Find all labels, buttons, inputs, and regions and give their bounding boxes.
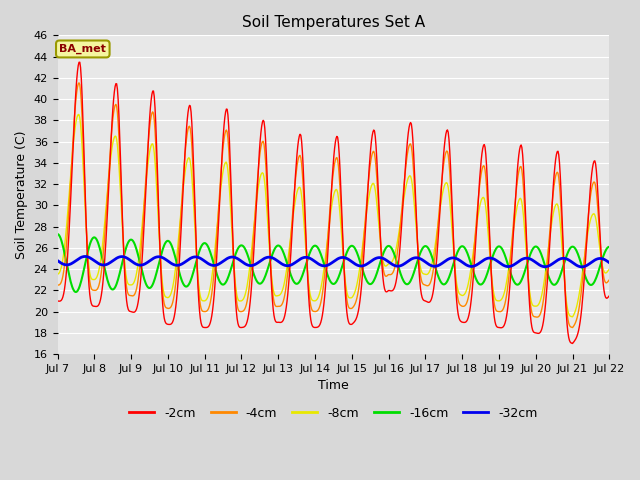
X-axis label: Time: Time	[318, 379, 349, 392]
Text: BA_met: BA_met	[60, 44, 106, 54]
Y-axis label: Soil Temperature (C): Soil Temperature (C)	[15, 131, 28, 259]
Title: Soil Temperatures Set A: Soil Temperatures Set A	[242, 15, 425, 30]
Legend: -2cm, -4cm, -8cm, -16cm, -32cm: -2cm, -4cm, -8cm, -16cm, -32cm	[124, 402, 543, 425]
